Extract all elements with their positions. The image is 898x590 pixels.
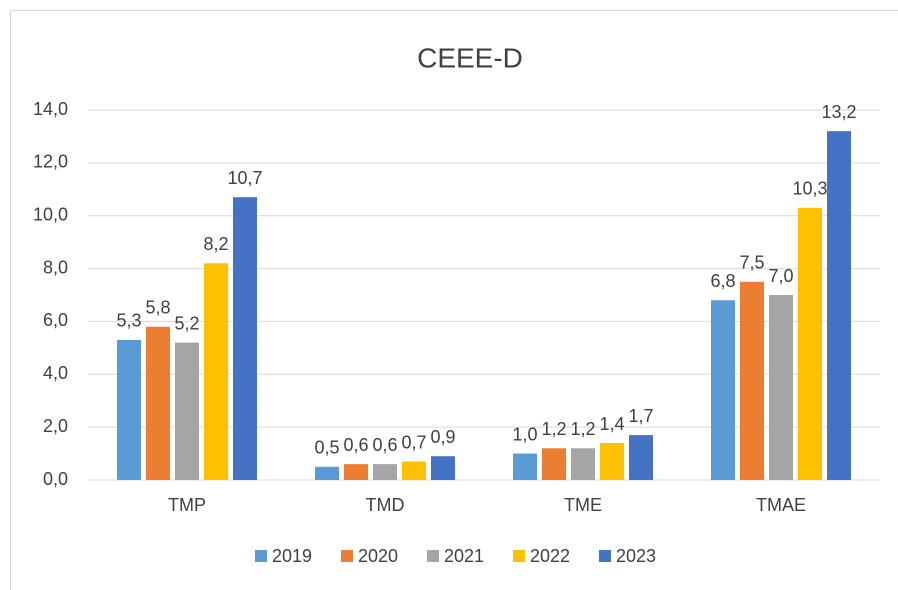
data-label: 7,0: [768, 266, 793, 286]
y-tick-label: 2,0: [43, 416, 68, 436]
data-label: 1,0: [512, 424, 537, 444]
data-label: 5,2: [174, 313, 199, 333]
data-label: 5,3: [116, 311, 141, 331]
legend-swatch: [513, 550, 525, 562]
y-tick-label: 14,0: [33, 99, 68, 119]
bar: [542, 448, 566, 480]
data-label: 5,8: [145, 297, 170, 317]
data-label: 13,2: [821, 102, 856, 122]
data-label: 0,9: [430, 427, 455, 447]
legend-label: 2019: [272, 546, 312, 566]
data-label: 10,3: [792, 179, 827, 199]
data-label: 6,8: [710, 271, 735, 291]
x-tick-label: TMAE: [756, 495, 806, 515]
bar: [344, 464, 368, 480]
y-tick-label: 8,0: [43, 257, 68, 277]
data-label: 7,5: [739, 253, 764, 273]
legend-swatch: [427, 550, 439, 562]
bar: [798, 207, 822, 481]
bar: [431, 456, 455, 480]
legend-label: 2021: [444, 546, 484, 566]
bar: [711, 300, 735, 480]
y-tick-label: 12,0: [33, 152, 68, 172]
legend-swatch: [599, 550, 611, 562]
chart-border: [10, 10, 898, 590]
data-label: 1,2: [541, 419, 566, 439]
y-tick-label: 10,0: [33, 204, 68, 224]
bar: [629, 435, 653, 480]
bar: [740, 281, 764, 480]
bar: [769, 295, 793, 480]
bar: [315, 466, 339, 480]
data-label: 0,6: [372, 435, 397, 455]
y-tick-label: 6,0: [43, 310, 68, 330]
data-label: 0,5: [314, 438, 339, 458]
legend-swatch: [341, 550, 353, 562]
legend-label: 2023: [616, 546, 656, 566]
bar: [402, 461, 426, 480]
bar: [146, 326, 170, 480]
bar: [571, 448, 595, 480]
x-tick-label: TME: [564, 495, 602, 515]
data-label: 0,7: [401, 432, 426, 452]
bar: [233, 197, 257, 480]
data-label: 1,4: [599, 414, 624, 434]
bar: [600, 443, 624, 480]
data-label: 1,7: [628, 406, 653, 426]
bar: [175, 342, 199, 480]
data-label: 0,6: [343, 435, 368, 455]
x-tick-label: TMP: [168, 495, 206, 515]
bar: [373, 464, 397, 480]
data-label: 10,7: [227, 168, 262, 188]
y-tick-label: 4,0: [43, 363, 68, 383]
x-tick-label: TMD: [366, 495, 405, 515]
bar: [117, 339, 141, 480]
legend-label: 2020: [358, 546, 398, 566]
y-tick-label: 0,0: [43, 469, 68, 489]
bar: [204, 263, 228, 480]
bar: [827, 131, 851, 480]
data-label: 1,2: [570, 419, 595, 439]
chart-title: CEEE-D: [417, 42, 523, 73]
legend-swatch: [255, 550, 267, 562]
bar: [513, 453, 537, 480]
data-label: 8,2: [203, 234, 228, 254]
legend-label: 2022: [530, 546, 570, 566]
